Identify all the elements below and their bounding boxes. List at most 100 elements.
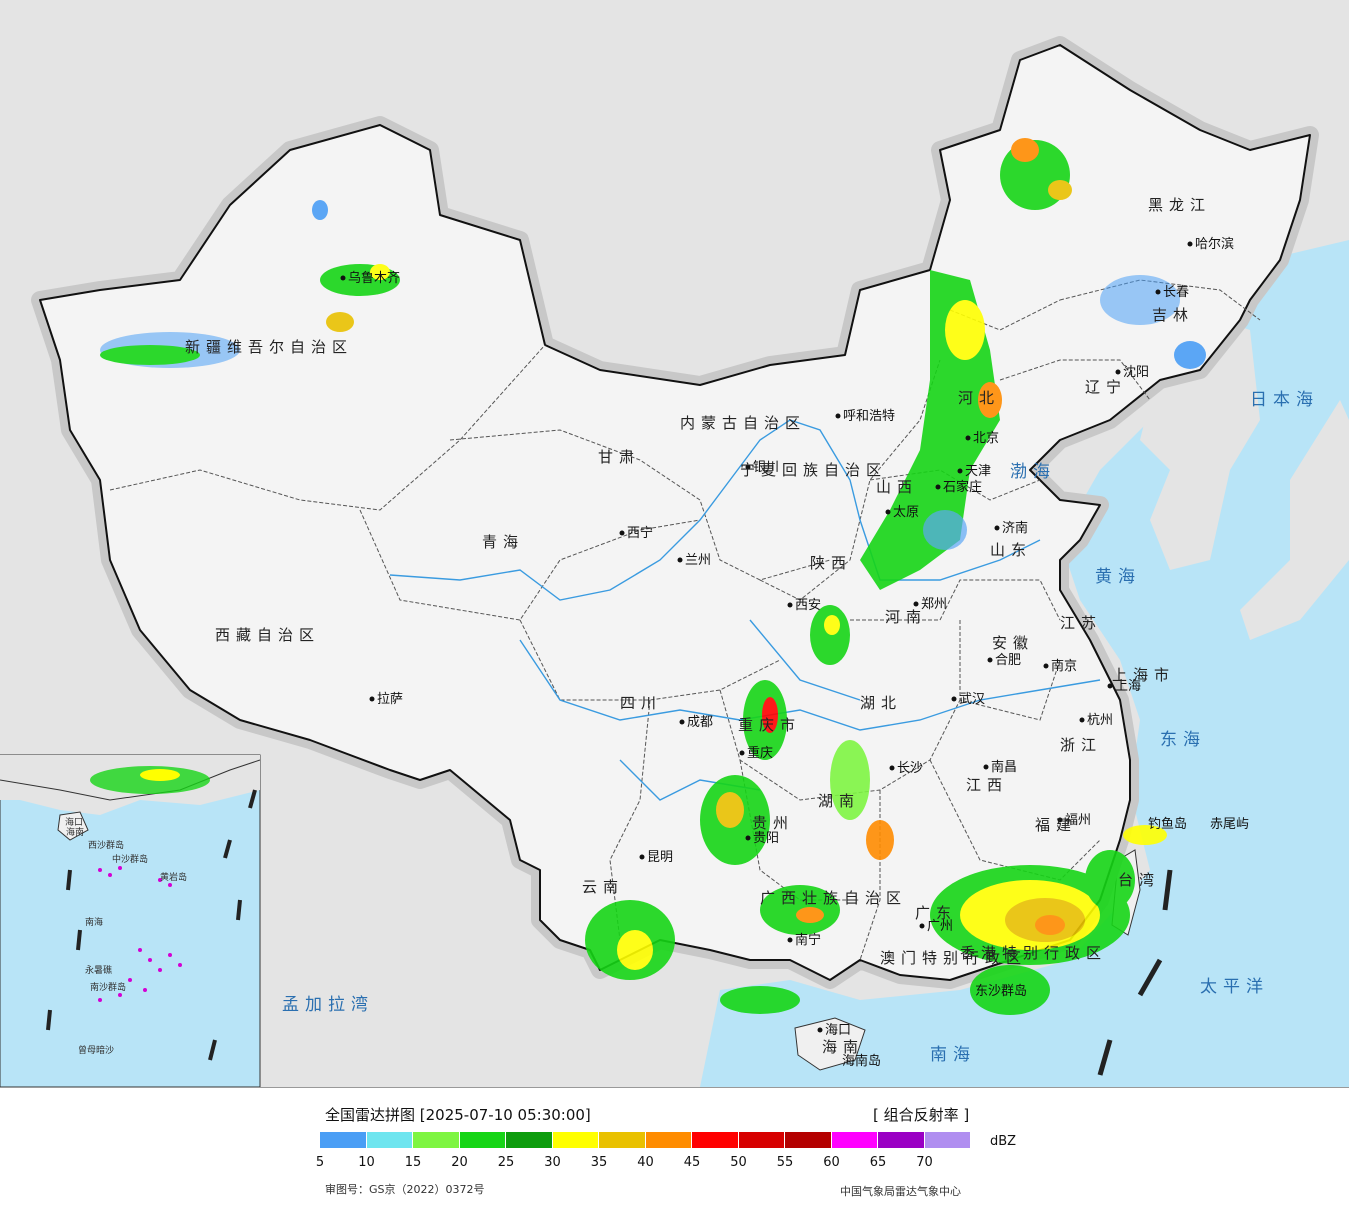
city-label: 济南 [1002,520,1028,536]
scale-tick-label: 5 [315,1155,325,1170]
city-marker [1155,289,1161,295]
province-label: 四川 [620,694,662,712]
city-marker [987,657,993,663]
city-marker [369,696,375,702]
inset-label: 曾母暗沙 [78,1044,114,1056]
city-label: 昆明 [647,850,673,865]
island-label: 海南岛 [842,1053,881,1069]
color-swatch [599,1132,645,1148]
city-label: 西宁 [627,525,653,541]
color-swatch [506,1132,552,1148]
scale-tick-label: 10 [358,1155,375,1170]
city-label: 武汉 [959,692,985,707]
inset-label: 中沙群岛 [112,853,148,865]
city-marker [935,484,941,490]
city-label: 贵阳 [753,831,779,846]
south-china-sea-inset [0,754,261,1087]
hainan-land [794,1017,866,1071]
city-marker [1057,817,1063,823]
city-label: 哈尔滨 [1195,236,1234,252]
city-label: 海口 [825,1023,851,1038]
province-label: 青海 [482,533,524,551]
city-label: 郑州 [921,597,947,612]
inset-label: 南海 [85,916,103,928]
province-label: 河北 [958,389,1000,407]
province-label: 香港特别行政区 [960,944,1107,962]
city-marker [679,719,685,725]
maritime-boundary [1097,869,1173,1076]
city-marker [1079,717,1085,723]
city-label: 呼和浩特 [843,409,895,424]
city-marker [739,750,745,756]
city-label: 北京 [973,431,999,446]
scale-tick-label: 45 [683,1155,701,1170]
sea-label: 日本海 [1250,390,1319,410]
province-label: 福建 [1035,816,1077,834]
city-marker [619,530,625,536]
city-label: 兰州 [685,553,711,568]
province-label: 广西壮族自治区 [760,889,907,907]
sea-label: 东海 [1160,730,1206,750]
sea-label: 孟加拉湾 [282,995,374,1015]
city-marker [745,835,751,841]
city-marker [817,1027,823,1033]
color-swatch [831,1132,877,1148]
city-marker [787,937,793,943]
city-marker [1187,241,1193,247]
province-label: 山西 [876,478,918,496]
city-label: 乌鲁木齐 [348,270,400,286]
city-marker [951,696,957,702]
island-label: 钓鱼岛 [1148,816,1187,832]
province-label: 新疆维吾尔自治区 [185,338,353,356]
province-label: 海南 [822,1038,864,1056]
province-label: 宁夏回族自治区 [740,461,887,479]
sea-label: 南海 [930,1045,976,1065]
color-swatch [645,1132,691,1148]
city-label: 南昌 [991,759,1017,775]
province-label: 湖南 [818,792,860,810]
city-label: 太原 [893,505,919,520]
sea-label: 渤海 [1010,462,1056,482]
city-label: 重庆 [747,745,773,761]
city-marker [787,602,793,608]
city-marker [885,509,891,515]
city-marker [957,468,963,474]
scale-tick-label: 20 [451,1155,468,1170]
agency-name: 中国气象局雷达气象中心 [840,1185,961,1198]
city-marker [340,275,346,281]
inset-label: 黄岩岛 [160,871,187,883]
color-swatch [738,1132,784,1148]
province-label: 云南 [582,878,624,896]
city-label: 天津 [965,464,991,479]
province-label: 内蒙古自治区 [680,414,806,432]
city-label: 长春 [1163,285,1189,300]
inset-label: 海南 [66,826,84,838]
product-name: [ 组合反射率 ] [873,1106,970,1124]
color-swatch [924,1132,970,1148]
province-label: 广东 [915,904,957,922]
city-label: 南京 [1051,658,1077,674]
scale-tick-label: 35 [590,1155,608,1170]
province-label: 江苏 [1060,614,1102,632]
radar-echoes [100,138,1206,1015]
city-label: 银川 [753,460,779,475]
color-swatch [692,1132,738,1148]
scale-tick-label: 25 [497,1155,515,1170]
city-label: 福州 [1065,813,1091,828]
province-label: 江西 [966,776,1008,794]
city-marker [889,765,895,771]
island-label: 东沙群岛 [975,983,1027,999]
province-label: 安徽 [992,634,1034,652]
scale-tick-label: 30 [544,1155,561,1170]
province-label: 澳门特别行政区 [880,949,1027,967]
province-label: 吉林 [1152,306,1194,324]
color-swatch [785,1132,831,1148]
scale-tick-label: 70 [916,1155,933,1170]
city-marker [639,854,645,860]
scale-tick-label: 40 [637,1155,654,1170]
color-swatch [552,1132,598,1148]
city-marker [913,601,919,607]
